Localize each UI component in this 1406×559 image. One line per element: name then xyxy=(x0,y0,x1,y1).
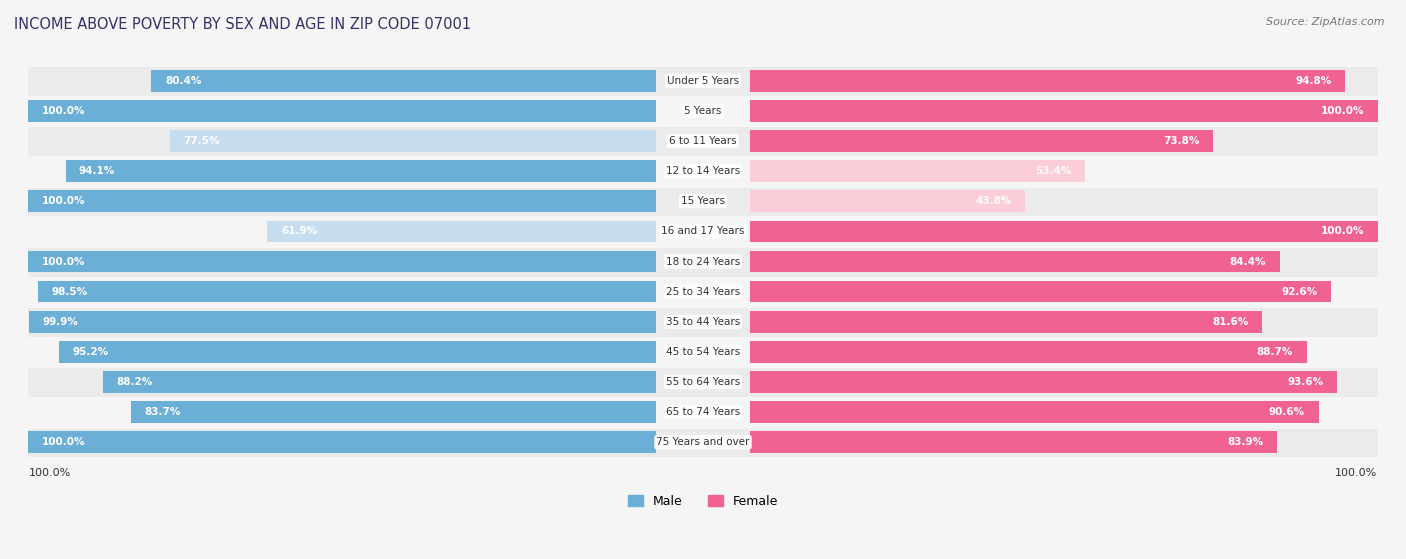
Text: 6 to 11 Years: 6 to 11 Years xyxy=(669,136,737,146)
Bar xyxy=(28,308,1378,337)
Text: 100.0%: 100.0% xyxy=(42,437,86,447)
Text: 98.5%: 98.5% xyxy=(52,287,87,297)
Bar xyxy=(28,100,655,122)
Text: 81.6%: 81.6% xyxy=(1212,317,1249,327)
Text: 94.1%: 94.1% xyxy=(79,166,115,176)
Bar xyxy=(751,432,1277,453)
Text: 88.2%: 88.2% xyxy=(117,377,152,387)
Text: 92.6%: 92.6% xyxy=(1281,287,1317,297)
Bar xyxy=(28,429,1378,457)
Bar xyxy=(751,401,1319,423)
Text: 15 Years: 15 Years xyxy=(681,196,725,206)
Text: 90.6%: 90.6% xyxy=(1270,407,1305,417)
Text: 100.0%: 100.0% xyxy=(42,257,86,267)
Text: 73.8%: 73.8% xyxy=(1163,136,1199,146)
Text: 75 Years and over: 75 Years and over xyxy=(657,437,749,447)
Text: Under 5 Years: Under 5 Years xyxy=(666,76,740,86)
Text: 61.9%: 61.9% xyxy=(281,226,318,236)
Bar xyxy=(28,399,1378,427)
Bar xyxy=(751,281,1331,302)
Bar xyxy=(28,191,655,212)
Text: 88.7%: 88.7% xyxy=(1257,347,1294,357)
Bar xyxy=(30,311,655,333)
Text: 83.9%: 83.9% xyxy=(1227,437,1263,447)
Text: INCOME ABOVE POVERTY BY SEX AND AGE IN ZIP CODE 07001: INCOME ABOVE POVERTY BY SEX AND AGE IN Z… xyxy=(14,17,471,32)
Text: 84.4%: 84.4% xyxy=(1230,257,1267,267)
Bar xyxy=(152,70,655,92)
Bar xyxy=(28,368,1378,397)
Text: 77.5%: 77.5% xyxy=(183,136,219,146)
Bar xyxy=(28,248,1378,277)
Bar xyxy=(38,281,655,302)
Text: 100.0%: 100.0% xyxy=(1320,106,1364,116)
Legend: Male, Female: Male, Female xyxy=(623,490,783,513)
Text: 99.9%: 99.9% xyxy=(42,317,79,327)
Text: 35 to 44 Years: 35 to 44 Years xyxy=(666,317,740,327)
Text: 65 to 74 Years: 65 to 74 Years xyxy=(666,407,740,417)
Bar xyxy=(66,160,655,182)
Text: 93.6%: 93.6% xyxy=(1288,377,1324,387)
Text: 18 to 24 Years: 18 to 24 Years xyxy=(666,257,740,267)
Bar xyxy=(751,371,1337,393)
Bar xyxy=(131,401,655,423)
Bar xyxy=(751,311,1263,333)
Bar xyxy=(28,127,1378,156)
Bar xyxy=(170,130,655,152)
Bar xyxy=(28,338,1378,367)
Text: 94.8%: 94.8% xyxy=(1295,76,1331,86)
Bar xyxy=(28,158,1378,186)
Text: 45 to 54 Years: 45 to 54 Years xyxy=(666,347,740,357)
Bar xyxy=(751,221,1378,242)
Text: 43.8%: 43.8% xyxy=(976,196,1011,206)
Bar xyxy=(267,221,655,242)
Bar xyxy=(751,250,1279,272)
Text: 80.4%: 80.4% xyxy=(165,76,201,86)
Text: 100.0%: 100.0% xyxy=(42,106,86,116)
Bar xyxy=(751,100,1378,122)
Text: 100.0%: 100.0% xyxy=(1320,226,1364,236)
Bar xyxy=(28,188,1378,216)
Text: 5 Years: 5 Years xyxy=(685,106,721,116)
Bar xyxy=(751,130,1213,152)
Bar xyxy=(28,97,1378,126)
Text: 25 to 34 Years: 25 to 34 Years xyxy=(666,287,740,297)
Text: 53.4%: 53.4% xyxy=(1035,166,1071,176)
Text: 55 to 64 Years: 55 to 64 Years xyxy=(666,377,740,387)
Text: 95.2%: 95.2% xyxy=(72,347,108,357)
Bar xyxy=(28,432,655,453)
Text: 83.7%: 83.7% xyxy=(145,407,180,417)
Bar xyxy=(751,191,1025,212)
Text: 100.0%: 100.0% xyxy=(1336,468,1378,478)
Bar xyxy=(751,341,1306,363)
Bar xyxy=(59,341,655,363)
Bar xyxy=(28,67,1378,96)
Text: Source: ZipAtlas.com: Source: ZipAtlas.com xyxy=(1267,17,1385,27)
Bar xyxy=(103,371,655,393)
Bar xyxy=(28,250,655,272)
Text: 16 and 17 Years: 16 and 17 Years xyxy=(661,226,745,236)
Bar xyxy=(28,218,1378,247)
Bar xyxy=(751,160,1085,182)
Text: 100.0%: 100.0% xyxy=(28,468,70,478)
Bar xyxy=(751,70,1346,92)
Text: 12 to 14 Years: 12 to 14 Years xyxy=(666,166,740,176)
Text: 100.0%: 100.0% xyxy=(42,196,86,206)
Bar xyxy=(28,278,1378,307)
